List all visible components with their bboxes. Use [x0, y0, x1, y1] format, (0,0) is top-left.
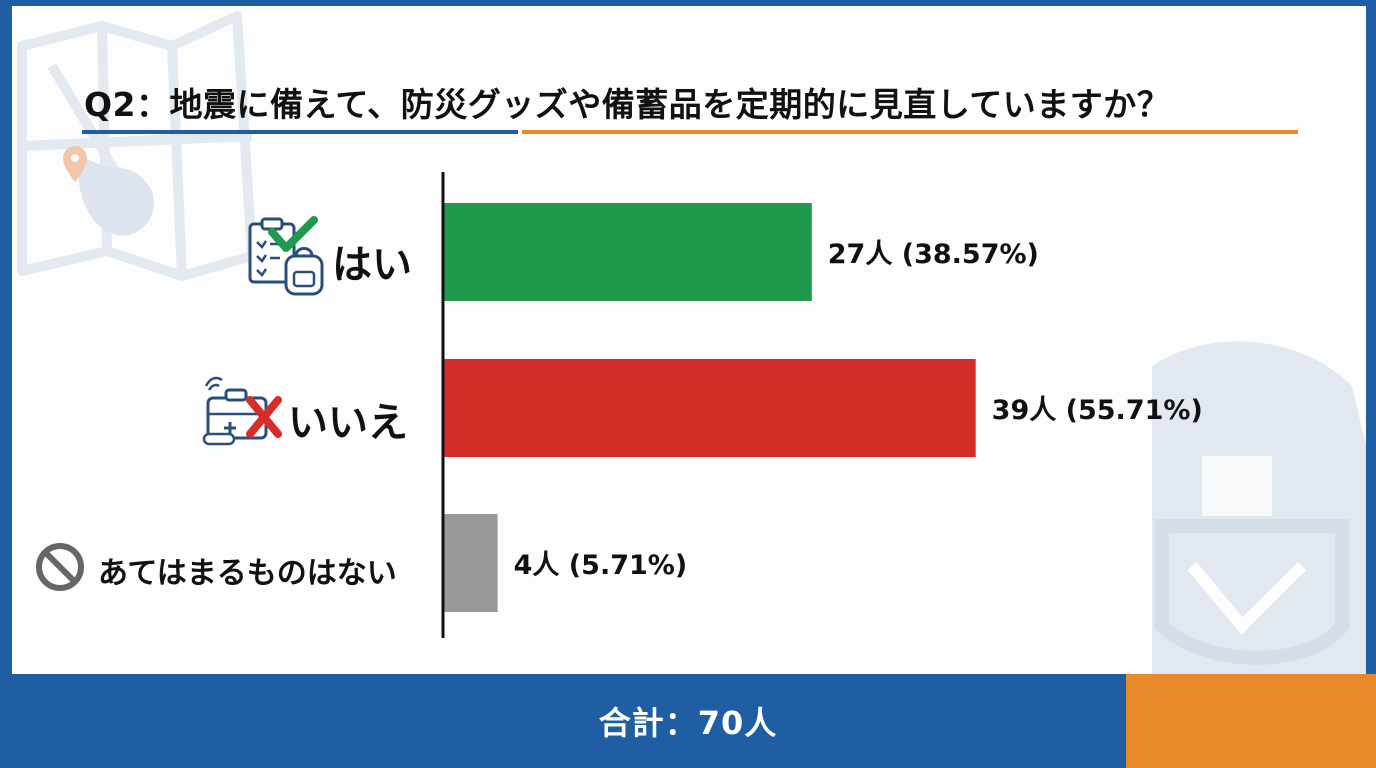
bar-yes: [443, 203, 812, 301]
first-aid-kit-cross-icon: [202, 376, 282, 446]
total-count: 合計：70人: [598, 704, 778, 742]
footer-bar-blue: [0, 674, 1126, 768]
clipboard-backpack-check-icon: [248, 216, 324, 296]
value-label-yes: 27人 (38.57%): [827, 239, 1039, 270]
category-label-yes: はい: [332, 242, 412, 288]
category-label-none: あてはまるものはない: [98, 556, 397, 591]
chart-panel: Q2：地震に備えて、防災グッズや備蓄品を定期的に見直していますか？: [12, 6, 1366, 674]
footer-bar-orange: [1126, 674, 1376, 768]
value-label-none: 4人 (5.71%): [513, 550, 688, 581]
prohibited-icon: [36, 543, 84, 591]
shield-emblem-icon: [1152, 341, 1366, 674]
chart-title: Q2：地震に備えて、防災グッズや備蓄品を定期的に見直していますか？: [84, 85, 1171, 124]
value-label-no: 39人 (55.71%): [991, 395, 1203, 426]
map-background-icon: [17, 11, 257, 281]
bar-no: [443, 359, 976, 457]
category-label-no: いいえ: [288, 400, 408, 446]
title-underline: [82, 130, 1298, 134]
bar-chart: [441, 172, 976, 638]
bar-none: [443, 514, 498, 612]
